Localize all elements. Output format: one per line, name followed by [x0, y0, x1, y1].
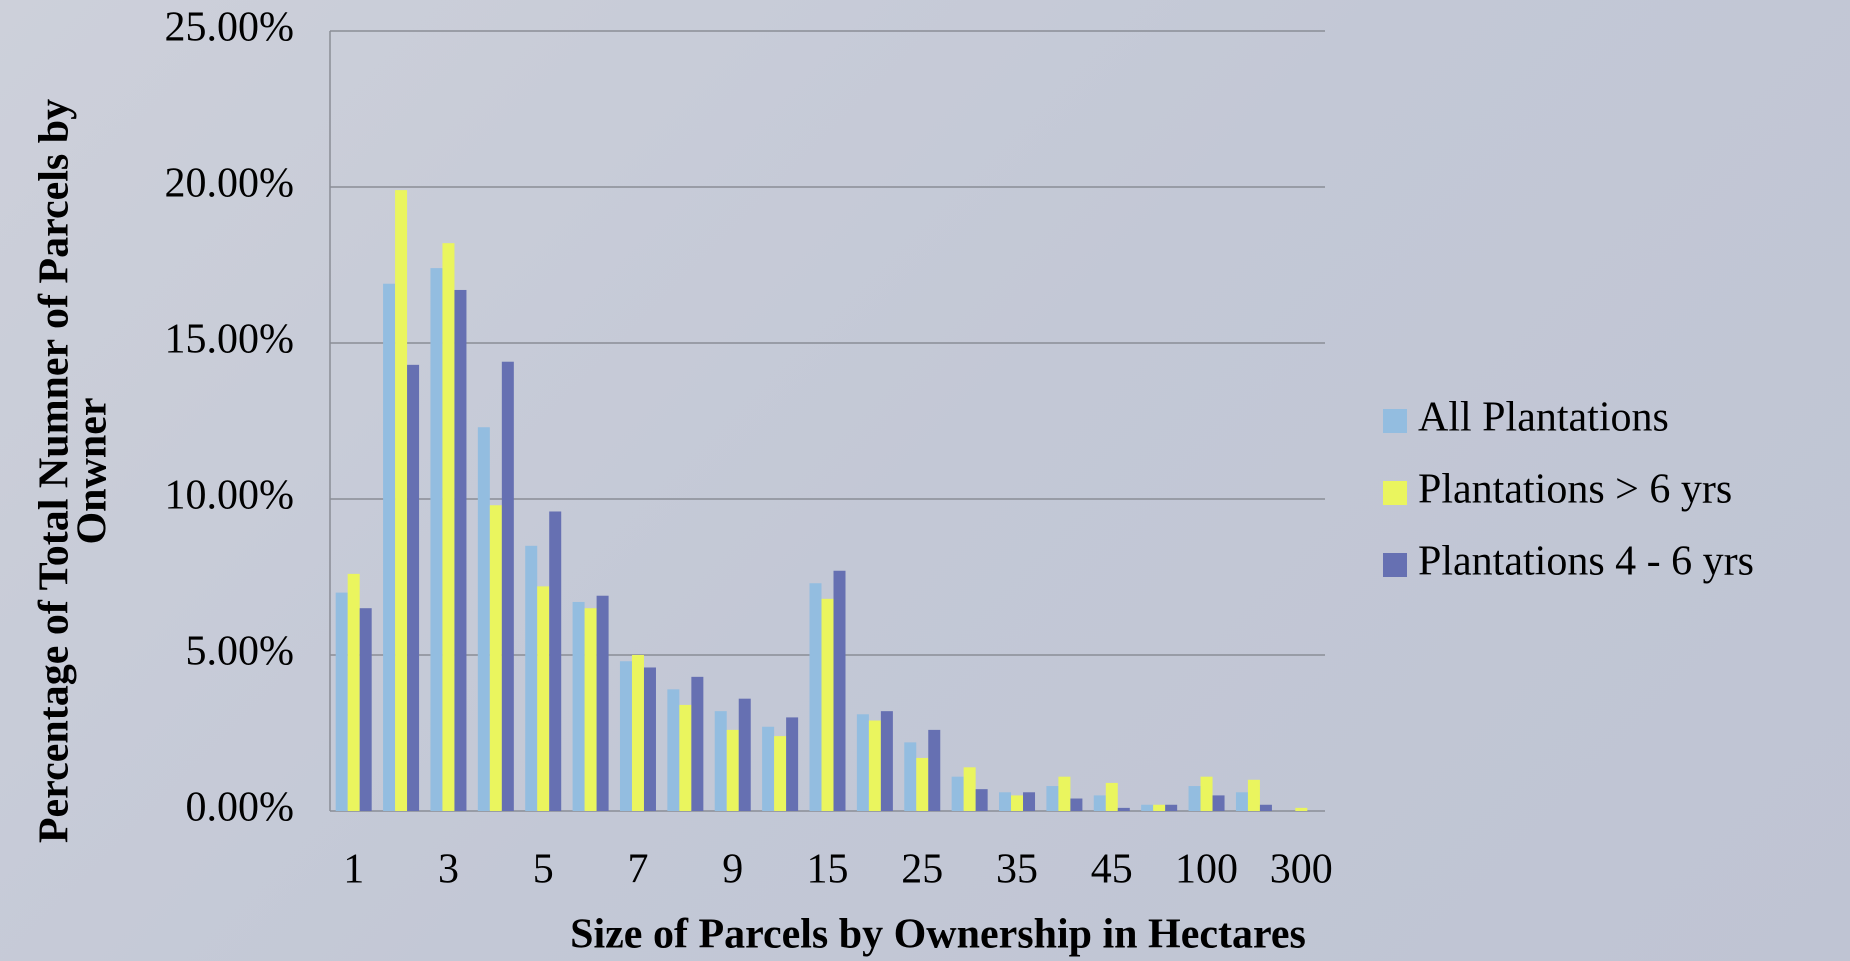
x-tick-label: 300: [1270, 847, 1333, 893]
x-tick-label: 15: [807, 847, 849, 893]
y-tick-label: 20.00%: [165, 161, 295, 207]
bar: [549, 511, 562, 811]
bar: [762, 726, 775, 811]
legend-swatch: [1383, 409, 1407, 433]
y-tick-label: 10.00%: [165, 473, 295, 519]
y-tick-label: 0.00%: [186, 785, 295, 831]
bar: [1247, 779, 1260, 811]
bar: [880, 711, 893, 811]
x-tick-label: 1: [343, 847, 364, 893]
x-tick-label: 7: [627, 847, 648, 893]
legend-label: All Plantations: [1418, 395, 1669, 441]
bar: [774, 736, 787, 811]
bar: [1259, 804, 1272, 811]
x-axis-title: Size of Parcels by Ownership in Hectares: [570, 912, 1306, 958]
bar: [359, 608, 372, 811]
y-tick-label: 15.00%: [165, 317, 295, 363]
legend-label: Plantations > 6 yrs: [1418, 467, 1732, 513]
bar: [1153, 804, 1166, 811]
bar: [643, 667, 656, 811]
bar: [1117, 807, 1130, 811]
y-axis-title-line: Percentage of Total Numner of Parcels by: [32, 99, 78, 843]
bar: [667, 689, 680, 811]
bar: [1212, 795, 1225, 811]
bar: [951, 776, 964, 811]
bar: [430, 268, 443, 811]
bar: [596, 595, 609, 811]
x-tick-label: 3: [438, 847, 459, 893]
bar: [335, 592, 348, 811]
bar: [442, 243, 455, 811]
bar: [407, 364, 420, 811]
bar: [738, 698, 751, 811]
bar: [856, 714, 869, 811]
x-tick-label: 45: [1091, 847, 1133, 893]
bar: [383, 283, 396, 812]
y-axis-title: Percentage of Total Numner of Parcels by…: [32, 99, 116, 843]
bar: [714, 711, 727, 811]
bar: [821, 598, 834, 811]
legend-label: Plantations 4 - 6 yrs: [1418, 539, 1754, 585]
x-tick-label: 100: [1175, 847, 1238, 893]
bar: [1058, 776, 1071, 811]
bar: [347, 573, 360, 811]
x-tick-label: 25: [901, 847, 943, 893]
bar: [1023, 792, 1036, 811]
bar: [1141, 804, 1154, 811]
bar: [1105, 782, 1118, 811]
bar: [572, 601, 585, 811]
bar: [679, 704, 692, 811]
bar: [868, 720, 881, 811]
bar: [1165, 804, 1178, 811]
bar: [619, 661, 632, 811]
bar: [1188, 786, 1201, 811]
bar: [916, 757, 929, 811]
bar: [928, 729, 941, 811]
bar: [1200, 776, 1213, 811]
bar: [395, 190, 408, 811]
x-tick-label: 9: [722, 847, 743, 893]
bar: [726, 729, 739, 811]
bar: [631, 655, 644, 811]
legend-swatch: [1383, 553, 1407, 577]
x-tick-label: 35: [996, 847, 1038, 893]
bar: [1235, 792, 1248, 811]
x-tick-label: 5: [533, 847, 554, 893]
bar: [691, 676, 704, 811]
bar: [477, 427, 490, 811]
bar: [454, 289, 467, 812]
bar: [1011, 795, 1024, 811]
y-axis-title-line: Onwner: [70, 398, 116, 545]
bar: [1295, 807, 1308, 811]
bar: [904, 742, 917, 811]
bar: [833, 570, 846, 811]
y-tick-label: 5.00%: [186, 629, 295, 675]
y-tick-label: 25.00%: [165, 5, 295, 51]
bar: [501, 361, 514, 811]
bar: [489, 505, 502, 811]
bar: [1093, 795, 1106, 811]
bar: [525, 545, 538, 811]
bar: [963, 767, 976, 811]
legend-swatch: [1383, 481, 1407, 505]
bar: [786, 717, 799, 811]
bar: [975, 789, 988, 811]
bar: [1070, 798, 1083, 811]
bar: [537, 586, 550, 811]
bar: [1046, 786, 1059, 811]
bar: [584, 608, 597, 811]
bar: [999, 792, 1012, 811]
bar: [809, 583, 822, 811]
